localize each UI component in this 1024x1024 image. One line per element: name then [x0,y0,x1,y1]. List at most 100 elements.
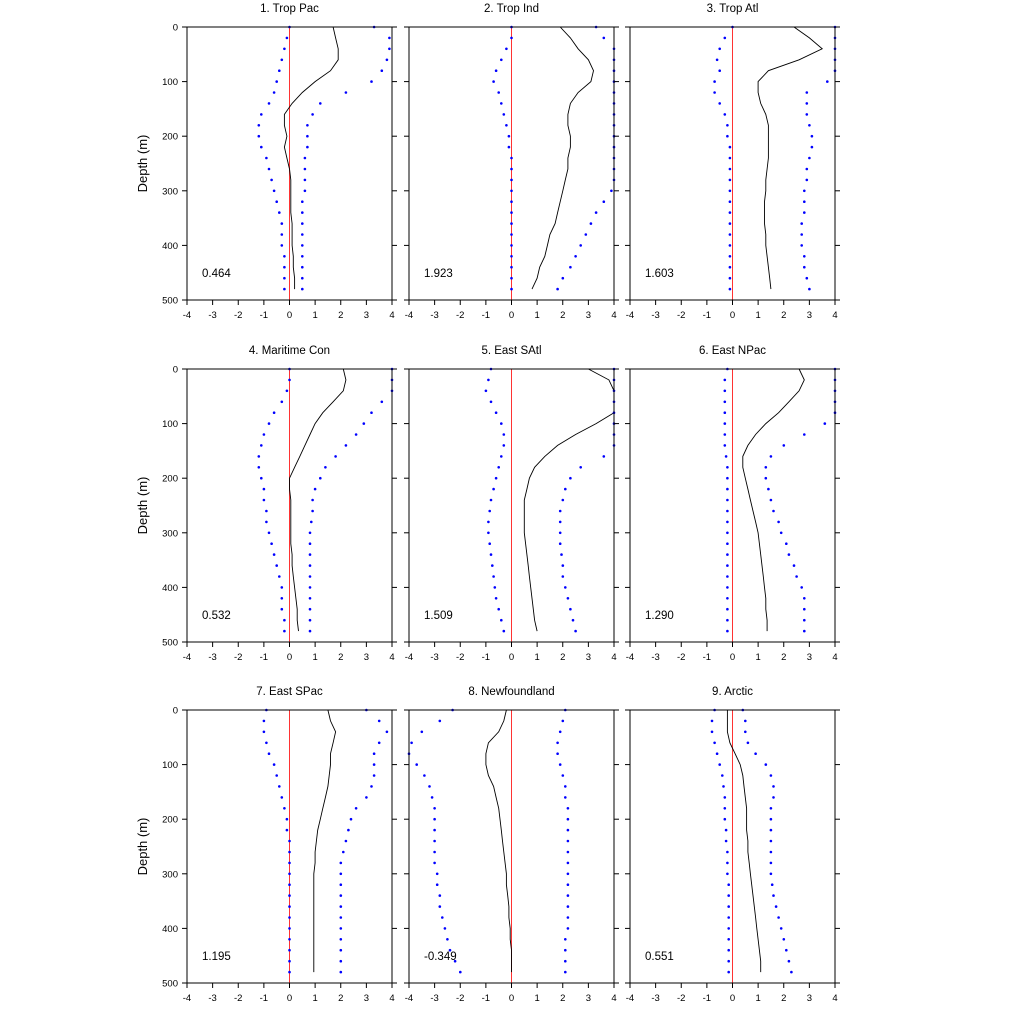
lower-bound-point [724,455,728,458]
upper-bound-point [558,531,562,535]
x-tick-label: 3 [364,310,369,321]
lower-bound-point [723,113,727,116]
lower-bound-point [493,586,497,589]
upper-bound-point [308,586,312,589]
upper-bound-point [313,487,317,491]
lower-bound-point [262,719,266,723]
lower-bound-point [280,233,284,236]
upper-bound-point [610,189,613,193]
lower-bound-point [502,629,506,633]
y-tick-label: 200 [162,132,178,143]
y-tick-label: 100 [162,760,178,771]
x-tick-label: 1 [534,310,539,321]
x-tick-label: -3 [430,993,438,1004]
lower-bound-point [500,58,503,62]
upper-bound-point [385,58,389,62]
upper-bound-point [561,564,565,567]
x-tick-label: -4 [405,310,413,321]
upper-bound-point [803,189,806,193]
upper-bound-point [564,785,567,788]
panel-title: 7. East SPac [256,686,323,698]
upper-bound-point [561,575,565,578]
upper-bound-point [354,807,358,810]
upper-bound-point [558,520,562,524]
lower-bound-point [262,730,266,734]
lower-bound-point [484,389,488,393]
upper-bound-point [564,796,567,799]
lower-bound-point [502,113,506,116]
lower-bound-point [510,254,513,258]
x-tick-label: 3 [807,310,812,321]
upper-bound-point [805,102,809,105]
upper-bound-point [566,872,570,876]
x-tick-label: 3 [586,310,591,321]
upper-bound-point [785,948,788,952]
lower-bound-point [272,411,276,415]
x-tick-label: -2 [456,310,464,321]
lower-bound-point [288,916,291,919]
upper-bound-point [764,763,768,766]
lower-bound-point [410,741,413,745]
lower-bound-point [280,400,284,404]
x-tick-label: 2 [560,993,565,1004]
lower-bound-point [267,102,271,105]
upper-bound-point [344,91,348,94]
upper-bound-point [308,618,312,622]
upper-bound-point [808,156,811,160]
x-tick-label: 1 [312,993,317,1004]
lower-bound-point [283,276,286,280]
lower-bound-point [265,741,268,745]
panel-value: 0.551 [645,951,674,963]
lower-bound-point [257,466,261,469]
lower-bound-point [441,916,444,919]
lower-bound-point [438,719,442,723]
x-tick-label: -1 [703,652,711,663]
lower-bound-point [728,211,732,214]
lower-bound-point [726,553,729,556]
y-tick-label: 200 [162,815,178,826]
x-tick-label: -4 [405,652,413,663]
lower-bound-point [724,828,728,832]
lower-bound-point [726,607,729,611]
upper-bound-point [354,433,358,436]
lower-bound-point [494,597,498,600]
lower-bound-point [283,287,286,291]
lower-bound-point [285,828,289,832]
upper-bound-point [754,752,757,755]
upper-bound-point [566,597,570,600]
upper-bound-point [803,629,806,633]
lower-bound-point [726,618,729,622]
upper-bound-point [805,91,809,94]
lower-bound-point [715,752,719,755]
lower-bound-point [283,807,286,810]
panel-value: 0.532 [202,610,231,622]
upper-bound-point [805,113,809,116]
upper-bound-point [808,287,811,291]
upper-bound-point [795,575,798,578]
upper-bound-point [301,287,304,291]
lower-bound-point [726,629,729,633]
x-tick-label: -1 [482,993,490,1004]
x-tick-label: 1 [755,310,760,321]
lower-bound-point [726,597,729,600]
upper-bound-point [303,167,307,171]
upper-bound-point [301,211,304,214]
upper-bound-point [372,774,376,777]
upper-bound-point [566,927,570,930]
lower-bound-point [438,905,442,908]
lower-bound-point [723,807,727,810]
lower-bound-point [726,134,729,138]
upper-bound-point [808,124,811,127]
upper-bound-point [556,741,559,745]
lower-bound-point [510,156,513,160]
upper-bound-point [574,629,577,633]
lower-bound-point [288,850,291,854]
lower-bound-point [265,509,268,513]
upper-bound-point [566,839,570,843]
upper-bound-point [561,719,565,723]
x-tick-label: 0 [730,310,735,321]
upper-bound-point [803,200,806,203]
upper-bound-point [388,47,391,51]
upper-bound-point [349,817,353,821]
upper-bound-point [560,553,563,556]
